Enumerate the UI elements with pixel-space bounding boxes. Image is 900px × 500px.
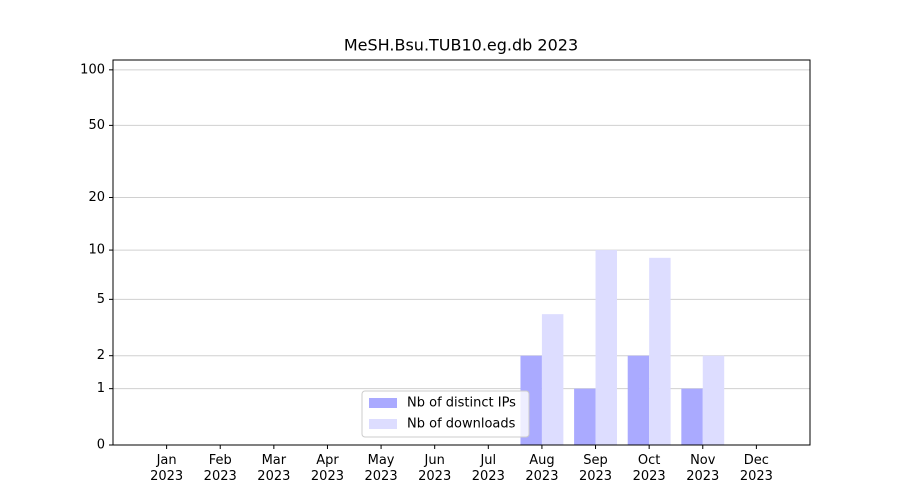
bar bbox=[702, 355, 725, 445]
bar bbox=[595, 250, 617, 445]
legend-label: Nb of distinct IPs bbox=[407, 396, 516, 411]
x-tick-label: Dec 2023 bbox=[739, 453, 773, 484]
x-tick-label: Feb 2023 bbox=[203, 453, 237, 484]
y-tick-label: 20 bbox=[88, 190, 105, 205]
y-tick-label: 100 bbox=[80, 62, 105, 77]
y-tick-label: 5 bbox=[97, 292, 105, 307]
bar bbox=[649, 257, 671, 445]
chart-title: MeSH.Bsu.TUB10.eg.db 2023 bbox=[344, 36, 578, 55]
legend-swatch bbox=[369, 419, 397, 429]
x-tick-label: Apr 2023 bbox=[310, 453, 344, 484]
x-tick-label: Jul 2023 bbox=[471, 453, 505, 484]
x-tick-label: Aug 2023 bbox=[525, 453, 559, 484]
x-tick-label: May 2023 bbox=[364, 453, 398, 484]
y-tick-label: 1 bbox=[97, 381, 105, 396]
bar bbox=[541, 314, 564, 445]
bar bbox=[574, 388, 596, 445]
x-tick-label: Jun 2023 bbox=[418, 453, 452, 484]
x-tick-label: Nov 2023 bbox=[686, 453, 720, 484]
y-tick-label: 0 bbox=[97, 438, 105, 453]
x-tick-label: Mar 2023 bbox=[257, 453, 291, 484]
y-tick-label: 2 bbox=[97, 348, 105, 363]
y-tick-label: 10 bbox=[88, 243, 105, 258]
legend-label: Nb of downloads bbox=[407, 417, 516, 432]
legend-box bbox=[361, 390, 530, 438]
y-tick-label: 50 bbox=[88, 118, 105, 133]
plot-frame bbox=[112, 59, 811, 446]
bar bbox=[681, 388, 703, 445]
x-tick-label: Jan 2023 bbox=[150, 453, 184, 484]
x-tick-label: Sep 2023 bbox=[578, 453, 613, 484]
bar bbox=[627, 355, 650, 445]
x-tick-label: Oct 2023 bbox=[632, 453, 666, 484]
legend-swatch bbox=[369, 398, 397, 408]
legend: Nb of distinct IPs Nb of downloads bbox=[361, 390, 530, 438]
